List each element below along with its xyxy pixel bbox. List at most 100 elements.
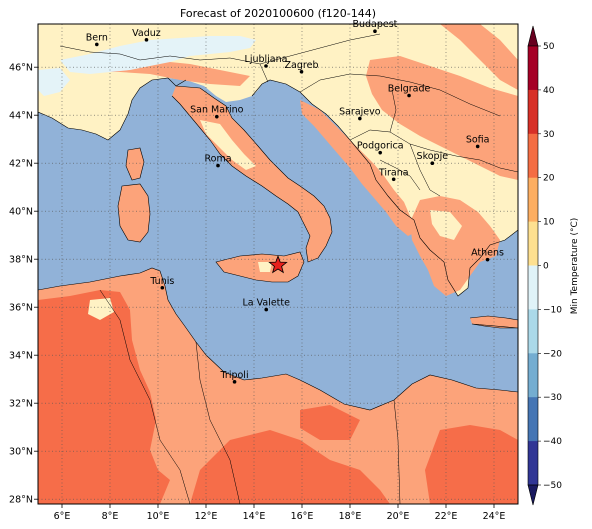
- city-label: Athens: [471, 248, 504, 259]
- map-title: Forecast of 2020100600 (f120-144): [179, 7, 377, 20]
- city-dot: [430, 161, 435, 165]
- colorbar-tick-label: 30: [543, 130, 555, 140]
- colorbar-tick-label: 40: [543, 86, 555, 96]
- x-tick-label: 6°E: [54, 511, 71, 522]
- city-dot: [95, 42, 99, 47]
- city-label: Podgorica: [357, 141, 404, 152]
- x-tick-label: 8°E: [102, 511, 119, 522]
- africa-hot-patch: [300, 405, 360, 440]
- y-tick-label: 36°N: [9, 303, 33, 314]
- city-label: Budapest: [352, 19, 397, 30]
- city-dot: [264, 307, 269, 312]
- city-label: Sofia: [466, 134, 490, 145]
- colorbar-segment: [528, 397, 538, 442]
- y-tick-label: 44°N: [9, 111, 33, 122]
- balkan-coast-warm: [300, 100, 420, 236]
- colorbar-segment: [528, 353, 538, 398]
- city-dot: [264, 64, 268, 68]
- city-dot: [160, 285, 165, 290]
- colorbar-segment: [528, 309, 538, 354]
- colorbar-tick-label: 0: [543, 262, 549, 272]
- colorbar-tick-label: 10: [543, 218, 555, 228]
- alpine-cool-patch: [38, 68, 70, 96]
- east-europe-warm: [366, 56, 518, 180]
- x-tick-labels: 6°E 8°E 10°E 12°E 14°E 16°E 18°E 20°E 22°E 24°E: [54, 504, 506, 522]
- city-label: Roma: [204, 154, 231, 165]
- colorbar-tick-label: −10: [543, 305, 562, 315]
- x-tick-label: 14°E: [243, 511, 266, 522]
- city-label: Vaduz: [132, 28, 161, 39]
- colorbar-tick-label: −20: [543, 349, 562, 359]
- sardinia: [118, 184, 150, 242]
- city-label: Skopje: [417, 151, 449, 162]
- city-dot: [407, 93, 411, 98]
- city-dot: [373, 29, 377, 33]
- city-label: Tirana: [378, 167, 409, 178]
- star-marker-shape: [268, 255, 288, 274]
- colorbar-tick-label: 50: [543, 42, 555, 52]
- colorbar-segment: [528, 221, 538, 266]
- colorbar-segment: [528, 265, 538, 310]
- city-dot: [475, 144, 480, 149]
- colorbar: 50 40 30 20 10 0 −10 −20 −30 −40 −50: [527, 25, 562, 506]
- colorbar-segment: [528, 46, 538, 91]
- colorbar-tick-label: −50: [543, 481, 562, 491]
- africa-hot-zone-central: [190, 430, 390, 504]
- city-label: La Valette: [242, 298, 290, 309]
- alpine-cool-zone: [60, 36, 256, 74]
- italy-mild-core: [200, 120, 256, 170]
- colorbar-label: Min Temperature (°C): [570, 218, 580, 315]
- x-tick-label: 10°E: [147, 511, 170, 522]
- city-dot: [144, 38, 149, 42]
- y-tick-label: 42°N: [9, 159, 33, 170]
- city-dot: [358, 116, 362, 121]
- colorbar-segment: [528, 133, 538, 179]
- y-tick-label: 28°N: [9, 495, 33, 506]
- city-label: Zagreb: [285, 60, 319, 71]
- y-tick-label: 30°N: [9, 447, 33, 458]
- x-tick-label: 18°E: [339, 511, 362, 522]
- y-tick-label: 34°N: [9, 351, 33, 362]
- sicily-mild-patch: [258, 262, 272, 272]
- city-label: Belgrade: [388, 84, 431, 95]
- y-tick-label: 38°N: [9, 255, 33, 266]
- x-tick-label: 16°E: [291, 511, 314, 522]
- africa-mild-patch: [88, 298, 114, 320]
- colorbar-segment: [528, 441, 538, 486]
- north-warm-strip: [320, 24, 518, 90]
- event-star-marker: [268, 255, 288, 274]
- y-tick-label: 32°N: [9, 399, 33, 410]
- city-label: Bern: [86, 32, 108, 43]
- x-tick-label: 20°E: [387, 511, 410, 522]
- city-dot: [232, 380, 237, 384]
- x-tick-label: 24°E: [483, 511, 506, 522]
- colorbar-extend-min: [527, 484, 539, 506]
- city-dot: [215, 114, 219, 119]
- x-tick-label: 22°E: [435, 511, 458, 522]
- colorbar-extend-max: [527, 25, 539, 47]
- city-dot: [485, 257, 490, 262]
- colorbar-segment: [528, 177, 538, 223]
- y-tick-label: 46°N: [9, 63, 33, 74]
- city-label: Tunis: [149, 276, 174, 287]
- city-dot: [391, 177, 396, 182]
- x-tick-label: 12°E: [195, 511, 218, 522]
- city-label: Tripoli: [220, 370, 249, 381]
- colorbar-tick-label: 20: [543, 174, 555, 184]
- city-label: Sarajevo: [339, 107, 381, 118]
- africa-hot-zone-east: [425, 425, 518, 504]
- y-tick-label: 40°N: [9, 207, 33, 218]
- colorbar-tick-label: −30: [543, 393, 562, 403]
- city-label: Ljubljana: [245, 54, 288, 65]
- colorbar-tick-label: −40: [543, 437, 562, 447]
- colorbar-segment: [528, 89, 538, 135]
- city-label: San Marino: [190, 105, 243, 116]
- y-tick-labels: 46°N 44°N 42°N 40°N 38°N 36°N 34°N 32°N 30°N 28°N: [9, 63, 38, 506]
- city-dot: [216, 163, 220, 168]
- graticule: [38, 24, 518, 504]
- africa-hot-zone-west: [38, 290, 170, 504]
- corsica: [126, 148, 144, 180]
- map-frame: [37, 23, 519, 505]
